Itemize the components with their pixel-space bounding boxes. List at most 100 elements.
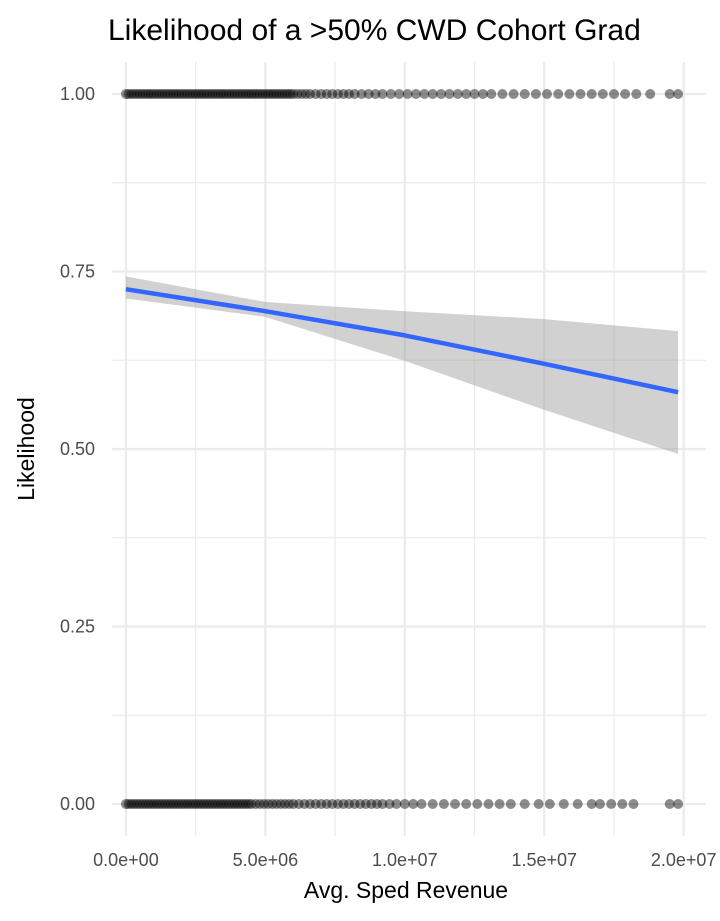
- data-point: [210, 799, 221, 809]
- data-point: [123, 89, 134, 99]
- data-point: [673, 89, 684, 99]
- data-point: [363, 89, 374, 99]
- data-point: [137, 89, 148, 99]
- data-point: [140, 89, 151, 99]
- grid-lines: [112, 62, 706, 836]
- confidence-ribbon-layer: [125, 276, 679, 454]
- data-point: [207, 799, 218, 809]
- data-point: [519, 89, 530, 99]
- data-point: [452, 89, 463, 99]
- data-point: [606, 799, 617, 809]
- data-point: [193, 89, 204, 99]
- data-point: [210, 89, 221, 99]
- data-point: [215, 89, 226, 99]
- data-point: [399, 799, 410, 809]
- data-point: [213, 799, 223, 809]
- data-point: [631, 89, 642, 99]
- data-point: [617, 799, 628, 809]
- data-point: [146, 799, 156, 809]
- data-point: [232, 89, 243, 99]
- data-point: [321, 799, 332, 809]
- data-point: [185, 799, 196, 809]
- data-point: [171, 799, 182, 809]
- data-point: [168, 799, 179, 809]
- data-point: [250, 799, 261, 809]
- data-point: [238, 799, 249, 809]
- data-point: [196, 799, 207, 809]
- data-point: [229, 89, 240, 99]
- data-point: [279, 799, 290, 809]
- data-point: [595, 799, 605, 809]
- data-point: [292, 89, 303, 99]
- data-point: [226, 799, 237, 809]
- data-point: [564, 89, 575, 99]
- data-point: [316, 89, 327, 99]
- data-point: [597, 89, 608, 99]
- data-point: [196, 89, 207, 99]
- data-point: [497, 89, 508, 99]
- data-point: [572, 799, 583, 809]
- data-point: [165, 89, 176, 99]
- data-point: [586, 89, 597, 99]
- y-tick-label: 0.25: [60, 617, 95, 637]
- data-point: [344, 799, 354, 809]
- data-point: [232, 799, 243, 809]
- data-point: [620, 89, 631, 99]
- data-point: [249, 89, 260, 99]
- data-point: [519, 799, 530, 809]
- data-point: [469, 89, 480, 99]
- data-point: [349, 89, 360, 99]
- data-point: [553, 89, 564, 99]
- data-point: [182, 89, 193, 99]
- data-point: [187, 89, 198, 99]
- data-point: [305, 799, 315, 809]
- data-point: [293, 799, 304, 809]
- data-point: [129, 89, 140, 99]
- data-point: [123, 799, 134, 809]
- data-point: [544, 799, 555, 809]
- data-point: [266, 89, 276, 99]
- data-point: [391, 799, 402, 809]
- data-point: [394, 89, 405, 99]
- data-point: [221, 89, 232, 99]
- data-point: [162, 89, 173, 99]
- data-point: [628, 799, 639, 809]
- data-point: [586, 799, 597, 809]
- data-point: [176, 799, 187, 809]
- data-point: [609, 89, 619, 99]
- data-point: [282, 89, 293, 99]
- data-point: [673, 799, 684, 809]
- data-point: [204, 799, 215, 809]
- data-point: [285, 89, 296, 99]
- fit-line-layer: [125, 286, 679, 395]
- data-point: [305, 89, 315, 99]
- data-point: [271, 799, 282, 809]
- data-point: [235, 89, 246, 99]
- data-point: [154, 799, 165, 809]
- data-point: [132, 799, 143, 809]
- data-point: [299, 799, 310, 809]
- y-tick-label: 0.00: [60, 794, 95, 814]
- data-point: [310, 799, 321, 809]
- x-tick-label: 1.5e+07: [511, 850, 577, 870]
- data-point: [157, 799, 168, 809]
- data-point: [419, 89, 430, 99]
- data-point: [277, 89, 288, 99]
- data-point: [279, 89, 290, 99]
- data-point: [427, 799, 438, 809]
- data-point: [288, 799, 299, 809]
- data-point: [508, 89, 519, 99]
- data-point: [143, 799, 154, 809]
- data-point: [296, 89, 307, 99]
- x-tick-label: 5.0e+06: [233, 850, 299, 870]
- data-point: [137, 799, 148, 809]
- data-point: [160, 89, 170, 99]
- y-tick-label: 0.75: [60, 261, 95, 281]
- data-point: [461, 89, 472, 99]
- data-point: [146, 89, 156, 99]
- data-point: [472, 799, 483, 809]
- data-point: [344, 89, 354, 99]
- data-point: [370, 89, 381, 99]
- data-point: [143, 89, 154, 99]
- data-point: [444, 89, 455, 99]
